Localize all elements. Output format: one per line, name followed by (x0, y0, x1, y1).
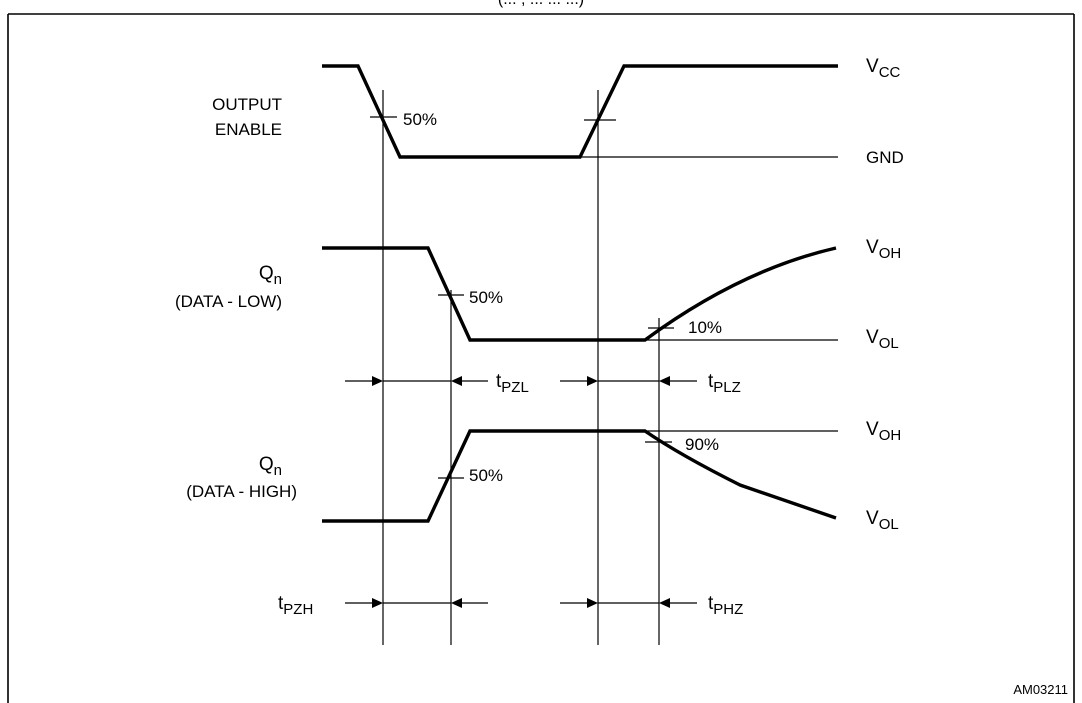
vol-label-1: VOL (866, 327, 899, 352)
tphz-label: tPHZ (708, 593, 743, 618)
voh-label-1: VOH (866, 237, 901, 262)
qn-data-high-label: Qn (259, 454, 282, 479)
diagram-frame (7, 13, 1075, 703)
gnd-label: GND (866, 148, 904, 167)
vcc-label: VCC (866, 56, 901, 81)
timing-row-top (345, 376, 697, 386)
qn-low-rise-threshold-label: 10% (688, 318, 722, 337)
qn-high-fall-threshold-label: 90% (685, 435, 719, 454)
qn-low-fall-threshold-label: 50% (469, 288, 503, 307)
threshold-ticks (370, 116, 674, 479)
qn-data-low-waveform (322, 246, 837, 342)
tplz-label: tPLZ (708, 371, 741, 396)
oe-threshold-label: 50% (403, 110, 437, 129)
qn-high-rise-threshold-label: 50% (469, 466, 503, 485)
voh-label-2: VOH (866, 419, 901, 444)
qn-data-high-label-line2: (DATA - HIGH) (186, 482, 297, 501)
qn-data-high-waveform (322, 429, 837, 523)
tpzh-label: tPZH (278, 593, 313, 618)
level-lines (580, 156, 838, 432)
header-fragment: (... , ... ... ...) (498, 0, 584, 8)
timing-row-bottom (345, 598, 697, 608)
output-enable-waveform (322, 64, 838, 159)
figure-id: AM03211 (1013, 682, 1068, 697)
qn-data-low-label: Qn (259, 263, 282, 288)
tpzl-label: tPZL (496, 371, 529, 396)
output-enable-label-line2: ENABLE (215, 120, 282, 139)
vol-label-2: VOL (866, 508, 899, 533)
output-enable-label-line1: OUTPUT (212, 95, 282, 114)
qn-data-low-label-line2: (DATA - LOW) (175, 292, 282, 311)
reference-lines (382, 90, 660, 645)
